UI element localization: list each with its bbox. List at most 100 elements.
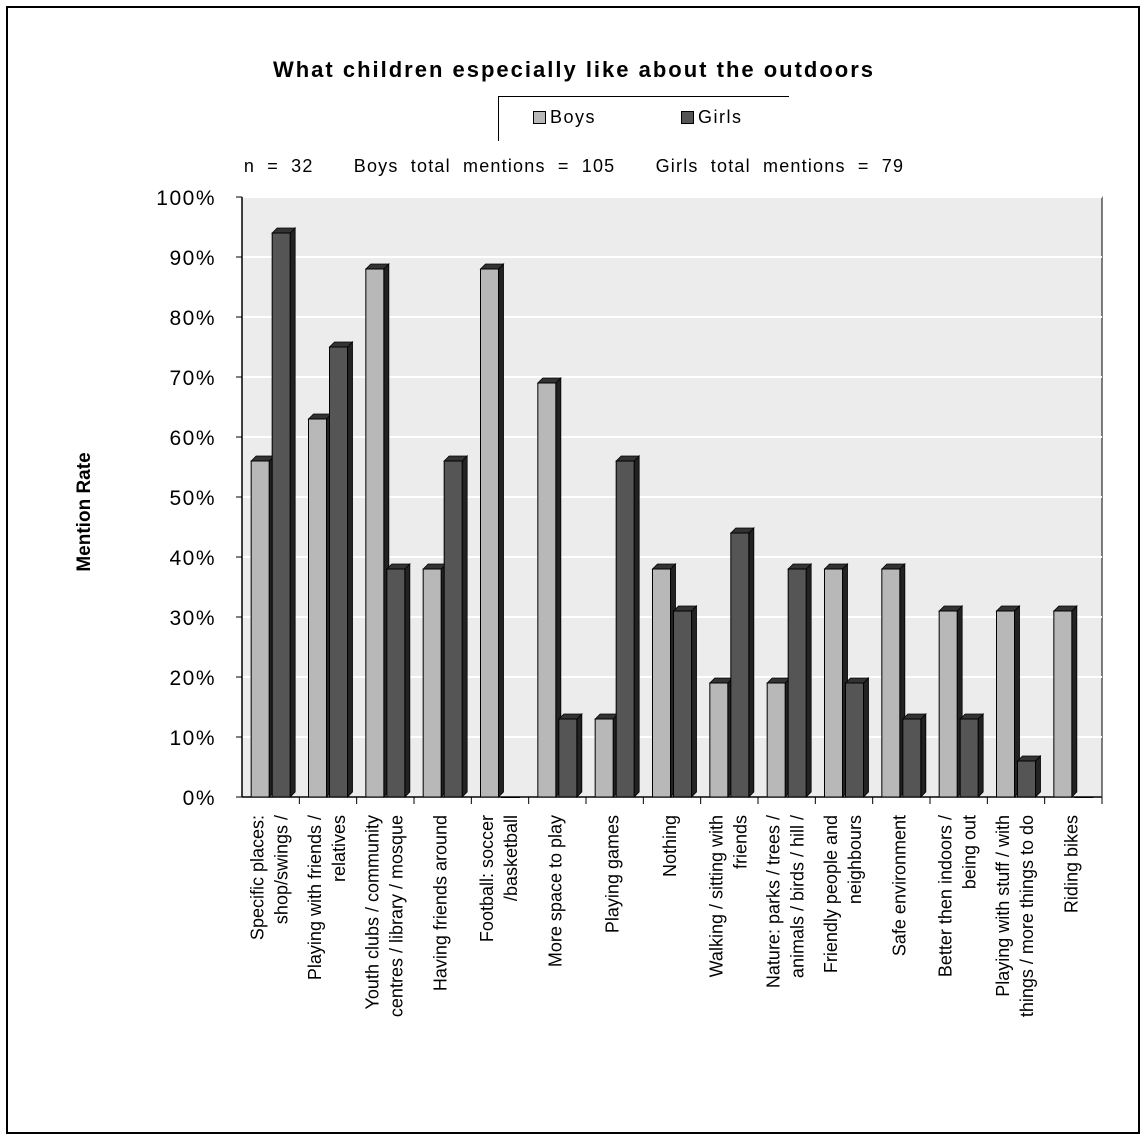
y-tick-label: 30%	[169, 607, 216, 630]
bar-girls	[1017, 760, 1036, 798]
bar-boys	[938, 610, 958, 798]
x-tick-label-line: Having friends around	[431, 815, 451, 991]
legend-swatch-boys	[533, 111, 546, 124]
bar-girls	[615, 460, 635, 798]
bar-boys	[308, 418, 327, 798]
x-tick-label-line: Youth clubs / community	[362, 815, 382, 1009]
bar-boys	[709, 682, 729, 798]
bar-side-girls	[576, 713, 583, 798]
x-tick-label-line: Nature: parks / trees /	[764, 815, 784, 988]
bar-girls	[787, 568, 807, 798]
bar-girls	[902, 718, 922, 798]
x-tick-label-line: centres / library / mosque	[386, 815, 406, 1017]
bar-boys	[1053, 610, 1073, 798]
legend-label-girls: Girls	[698, 107, 743, 127]
bar-side-girls	[1035, 755, 1041, 798]
bar-girls	[959, 718, 979, 798]
bar-girls	[386, 568, 406, 798]
y-tick-label: 40%	[169, 547, 216, 570]
bar-boys	[996, 610, 1015, 798]
x-tick-label: Having friends around	[431, 815, 451, 991]
bar-side-girls	[863, 677, 869, 798]
x-tick-label-line: relatives	[329, 815, 349, 882]
bar-side-girls	[289, 227, 296, 798]
bar-boys	[652, 568, 671, 798]
legend-item-boys: Boys	[533, 107, 596, 128]
x-tick-label-line: Playing with stuff / with	[993, 815, 1013, 997]
y-tick-label: 70%	[169, 367, 216, 390]
x-tick-label-line: Safe environment	[889, 815, 909, 956]
bar-girls	[329, 346, 348, 798]
boys-total-label: Boys total mentions = 105	[353, 156, 616, 176]
bar-boys	[250, 460, 270, 798]
x-tick-label: Playing with friends / relatives	[305, 815, 349, 980]
y-tick-label: 60%	[169, 427, 216, 450]
x-tick-label: Safe environment	[889, 815, 909, 956]
y-tick-label: 90%	[169, 247, 216, 270]
bar-girls	[673, 610, 692, 798]
bar-boys	[480, 268, 499, 798]
bar-boys	[594, 718, 614, 798]
bar-boys	[824, 568, 843, 798]
bar-boys	[881, 568, 901, 798]
bar-side-girls	[404, 563, 411, 798]
legend: Boys Girls	[498, 96, 789, 141]
x-tick-label-line: Specific places:	[248, 815, 268, 940]
y-tick-label: 80%	[169, 307, 216, 330]
x-tick-label: Riding bikes	[1061, 815, 1081, 913]
bar-girls	[501, 796, 520, 798]
bar-side-boys	[1071, 605, 1078, 798]
y-tick-label: 10%	[169, 727, 216, 750]
bar-side-girls	[805, 563, 812, 798]
x-tick-label-line: shop/swings /	[272, 815, 292, 924]
bar-side-boys	[498, 263, 504, 798]
x-tick-label: Youth clubs / community centres / library…	[362, 815, 406, 1017]
x-tick-label-line: /basketball	[501, 815, 521, 901]
y-tick-label: 100%	[156, 187, 216, 210]
y-tick-label: 20%	[169, 667, 216, 690]
y-tick-label: 50%	[169, 487, 216, 510]
x-tick-label-line: being out	[960, 815, 980, 889]
chart-subtitle: n = 32 Boys total mentions = 105 Girls t…	[0, 156, 1148, 177]
x-tick-label-line: Playing games	[603, 815, 623, 933]
bar-side-girls	[920, 713, 927, 798]
x-tick-label-line: Better then indoors /	[936, 815, 956, 977]
x-tick-label: Friendly people and neighbours	[821, 815, 865, 973]
bar-side-girls	[977, 713, 984, 798]
bar-boys	[422, 568, 442, 798]
bar-girls	[730, 532, 750, 798]
legend-item-girls: Girls	[681, 107, 743, 128]
x-tick-label-line: Football: soccer	[477, 815, 497, 942]
bar-girls	[845, 682, 864, 798]
y-tick-label: 0%	[183, 787, 216, 810]
bar-boys	[365, 268, 385, 798]
x-tick-label-line: More space to play	[545, 815, 565, 967]
x-tick-label: Walking / sitting with friends	[706, 815, 750, 977]
bar-side-girls	[347, 341, 353, 798]
x-tick-label-line: things / more things to do	[1017, 815, 1037, 1017]
bar-side-girls	[748, 527, 755, 798]
bar-side-girls	[633, 455, 640, 798]
x-tick-label-line: Nothing	[660, 815, 680, 877]
x-tick-label-line: Walking / sitting with	[706, 815, 726, 977]
bar-boys	[537, 382, 557, 798]
bar-girls	[443, 460, 463, 798]
x-tick-label: Football: soccer/basketball	[477, 815, 521, 942]
bar-side-girls	[461, 455, 468, 798]
x-tick-label: Better then indoors / being out	[936, 815, 980, 977]
x-tick-label: More space to play	[545, 815, 565, 967]
x-tick-label-line: animals / birds / hill /	[788, 815, 808, 978]
x-tick-label: Playing with stuff / with things / more t…	[993, 815, 1037, 1017]
x-tick-label: Specific places: shop/swings /	[248, 815, 292, 940]
chart-title: What children especially like about the …	[272, 57, 876, 82]
x-tick-label-line: Friendly people and	[821, 815, 841, 973]
bar-girls	[1074, 796, 1094, 798]
x-tick-label-line: Riding bikes	[1061, 815, 1081, 913]
girls-total-label: Girls total mentions = 79	[655, 156, 905, 176]
x-tick-label: Nothing	[660, 815, 680, 877]
legend-label-boys: Boys	[550, 107, 597, 127]
sample-size-label: n = 32	[243, 156, 314, 176]
legend-swatch-girls	[681, 111, 694, 124]
x-tick-label-line: Playing with friends /	[305, 815, 325, 980]
